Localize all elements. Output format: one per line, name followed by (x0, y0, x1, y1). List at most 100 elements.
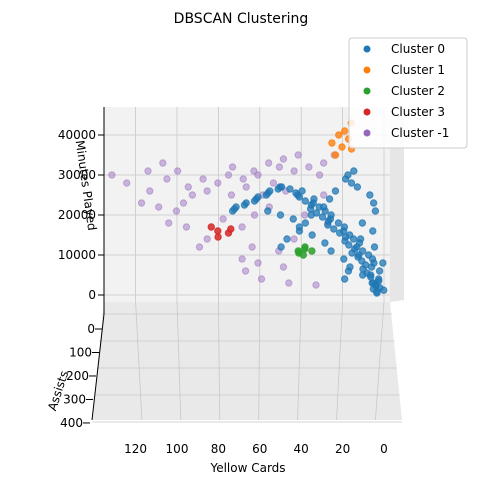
point-cluster--1 (275, 163, 284, 171)
point-cluster-0 (330, 225, 338, 233)
legend-marker-cluster-1 (363, 66, 371, 74)
x-tick-label: 100 (166, 442, 189, 456)
point-cluster-0 (292, 189, 300, 197)
point-cluster-0 (375, 267, 384, 275)
z-tick-label: 30000 (58, 168, 96, 182)
point-cluster-1 (340, 127, 349, 135)
point-cluster--1 (279, 263, 288, 271)
point-cluster-1 (335, 131, 343, 139)
point-cluster-0 (364, 251, 373, 259)
point-cluster--1 (224, 171, 233, 179)
point-cluster-0 (320, 203, 328, 211)
point-cluster--1 (203, 235, 211, 243)
point-cluster-0 (277, 243, 285, 251)
x-tick-label: 80 (211, 442, 226, 456)
point-cluster-0 (374, 275, 383, 283)
legend-marker-cluster--1 (363, 129, 371, 137)
point-cluster--1 (264, 159, 273, 167)
point-cluster-0 (327, 211, 335, 219)
point-cluster-0 (331, 187, 340, 195)
point-cluster--1 (238, 255, 246, 263)
point-cluster-0 (344, 267, 353, 275)
legend-label-cluster-2: Cluster 2 (391, 84, 445, 98)
point-cluster-0 (369, 227, 377, 235)
y-axis-line (91, 313, 105, 421)
point-cluster--1 (294, 151, 302, 159)
point-cluster-0 (356, 235, 365, 243)
point-cluster-0 (334, 219, 343, 227)
floor-pane (92, 302, 402, 420)
point-cluster--1 (214, 179, 222, 187)
point-cluster-0 (371, 207, 380, 215)
z-tick-label: 0 (88, 288, 96, 302)
side-pane (390, 107, 404, 302)
point-cluster--1 (239, 175, 247, 183)
point-cluster--1 (315, 171, 324, 179)
point-cluster-0 (276, 211, 285, 219)
point-cluster-3 (207, 223, 215, 231)
point-cluster-0 (310, 195, 318, 203)
point-cluster-0 (307, 211, 315, 219)
point-cluster-0 (308, 231, 316, 239)
point-cluster--1 (123, 179, 131, 187)
point-cluster--1 (242, 183, 250, 191)
point-cluster--1 (290, 235, 298, 243)
point-cluster--1 (279, 155, 288, 163)
legend-label-cluster-3: Cluster 3 (391, 105, 445, 119)
point-cluster-0 (318, 213, 327, 221)
point-cluster-0 (355, 251, 363, 259)
point-cluster-0 (347, 179, 356, 187)
point-cluster-1 (331, 151, 340, 159)
point-cluster--1 (257, 275, 266, 283)
legend-marker-cluster-2 (363, 87, 371, 95)
point-cluster--1 (312, 281, 320, 289)
point-cluster-0 (321, 239, 329, 247)
y-tick-label: 300 (63, 392, 86, 406)
point-cluster-0 (264, 207, 272, 215)
point-cluster-0 (286, 185, 294, 193)
point-cluster-0 (301, 219, 310, 227)
legend-label-cluster--1: Cluster -1 (391, 126, 449, 140)
point-cluster-0 (250, 197, 259, 205)
point-cluster-3 (227, 225, 235, 233)
legend-marker-cluster-3 (363, 108, 371, 116)
point-cluster-0 (301, 197, 310, 205)
point-cluster-1 (328, 139, 336, 147)
point-cluster--1 (319, 159, 328, 167)
point-cluster-0 (283, 235, 291, 243)
y-tick-label: 0 (87, 322, 95, 336)
point-cluster--1 (163, 175, 171, 183)
point-cluster--1 (159, 159, 167, 167)
point-cluster-0 (379, 259, 387, 267)
point-cluster-0 (327, 247, 335, 255)
legend-box (348, 37, 468, 149)
point-cluster-0 (345, 231, 354, 239)
point-cluster--1 (184, 183, 192, 191)
point-cluster--1 (254, 259, 262, 267)
point-cluster--1 (320, 191, 328, 199)
point-cluster--1 (173, 167, 182, 175)
point-cluster-0 (340, 255, 348, 263)
point-cluster-0 (298, 187, 306, 195)
point-cluster--1 (182, 223, 191, 231)
z-tick-label: 20000 (58, 208, 96, 222)
grid-line-x-floor (258, 301, 261, 421)
grid-line-x-floor (297, 301, 302, 421)
point-cluster-0 (358, 219, 367, 227)
point-cluster--1 (228, 163, 237, 171)
point-cluster--1 (248, 243, 256, 251)
grid-line-x-floor (176, 301, 182, 421)
point-cluster--1 (250, 167, 258, 175)
point-cluster--1 (305, 163, 313, 171)
point-cluster-1 (338, 143, 346, 151)
point-cluster--1 (172, 207, 181, 215)
point-cluster--1 (269, 179, 278, 187)
scatter-points (108, 119, 388, 297)
y-tick-label: 200 (66, 369, 89, 383)
point-cluster-0 (359, 271, 367, 279)
point-cluster-0 (350, 167, 358, 175)
grid-line-x-floor (375, 301, 385, 421)
point-cluster-0 (369, 279, 378, 287)
point-cluster--1 (179, 199, 188, 207)
